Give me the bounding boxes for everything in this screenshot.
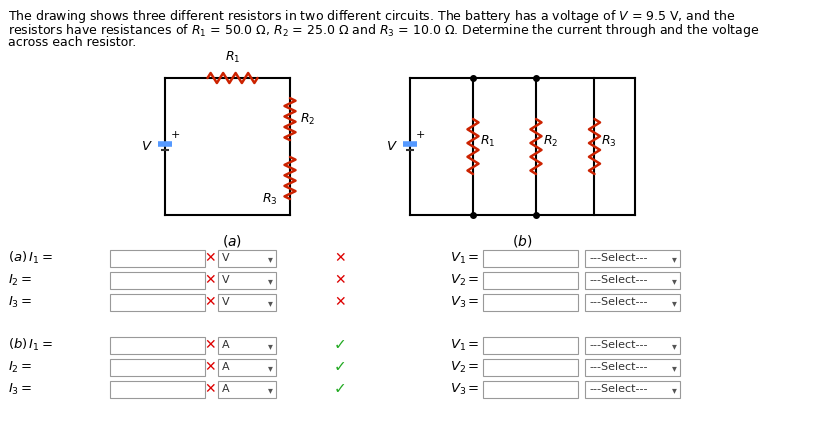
Text: ---Select---: ---Select---	[589, 340, 648, 350]
Bar	[585, 271, 680, 289]
Text: $(b)$: $(b)$	[512, 233, 532, 249]
Text: $I_3=$: $I_3=$	[8, 295, 32, 310]
Text: across each resistor.: across each resistor.	[8, 36, 137, 49]
Text: $V$: $V$	[141, 140, 153, 153]
Text: A: A	[222, 340, 230, 350]
Text: ✓: ✓	[333, 337, 346, 353]
Bar	[218, 381, 276, 397]
Text: $I_2=$: $I_2=$	[8, 273, 32, 288]
Text: ✕: ✕	[204, 251, 216, 265]
Text: $I_3=$: $I_3=$	[8, 381, 32, 397]
Text: +: +	[416, 130, 425, 140]
Bar	[110, 359, 205, 375]
Text: $R_2$: $R_2$	[543, 134, 558, 149]
Text: $R_3$: $R_3$	[262, 192, 277, 207]
Text: ▾: ▾	[267, 363, 272, 373]
Text: V: V	[222, 253, 230, 263]
Text: The drawing shows three different resistors in two different circuits. The batte: The drawing shows three different resist…	[8, 8, 735, 25]
Text: A: A	[222, 362, 230, 372]
Bar	[110, 271, 205, 289]
Bar	[110, 250, 205, 267]
Bar	[110, 293, 205, 311]
Bar	[110, 381, 205, 397]
Bar	[483, 359, 578, 375]
Text: ✕: ✕	[204, 295, 216, 309]
Text: ---Select---: ---Select---	[589, 275, 648, 285]
Text: $V_2=$: $V_2=$	[450, 273, 480, 288]
Bar	[483, 381, 578, 397]
Text: ▾: ▾	[672, 341, 677, 351]
Text: ✓: ✓	[333, 359, 346, 375]
Text: ▾: ▾	[267, 276, 272, 286]
Text: +: +	[171, 130, 180, 140]
Bar	[110, 337, 205, 353]
Text: $V_1=$: $V_1=$	[450, 251, 480, 266]
Text: $(a)$: $(a)$	[222, 233, 243, 249]
Text: $(b)\,I_1=$: $(b)\,I_1=$	[8, 337, 53, 353]
Text: ---Select---: ---Select---	[589, 362, 648, 372]
Text: $V$: $V$	[386, 140, 398, 153]
Text: ▾: ▾	[267, 341, 272, 351]
Text: V: V	[222, 297, 230, 307]
Bar	[483, 293, 578, 311]
Text: $R_3$: $R_3$	[602, 134, 617, 149]
Text: ---Select---: ---Select---	[589, 297, 648, 307]
Text: ✕: ✕	[334, 273, 346, 287]
Bar	[483, 250, 578, 267]
Bar	[218, 359, 276, 375]
Text: ▾: ▾	[672, 276, 677, 286]
Text: V: V	[222, 275, 230, 285]
Bar	[585, 250, 680, 267]
Text: ✕: ✕	[204, 382, 216, 396]
Text: $V_1=$: $V_1=$	[450, 337, 480, 353]
Text: ✕: ✕	[204, 360, 216, 374]
Text: A: A	[222, 384, 230, 394]
Text: ▾: ▾	[672, 254, 677, 264]
Text: $I_2=$: $I_2=$	[8, 359, 32, 375]
Text: ▾: ▾	[672, 363, 677, 373]
Text: resistors have resistances of $R_1$ = 50.0 Ω, $R_2$ = 25.0 Ω and $R_3$ = 10.0 Ω.: resistors have resistances of $R_1$ = 50…	[8, 22, 760, 39]
Bar	[585, 359, 680, 375]
Bar	[218, 271, 276, 289]
Bar	[483, 337, 578, 353]
Text: ▾: ▾	[672, 298, 677, 308]
Text: $V_3=$: $V_3=$	[450, 295, 480, 310]
Text: ▾: ▾	[267, 298, 272, 308]
Text: ✕: ✕	[204, 273, 216, 287]
Text: ---Select---: ---Select---	[589, 384, 648, 394]
Text: ✕: ✕	[204, 338, 216, 352]
Text: ▾: ▾	[672, 385, 677, 395]
Text: ✕: ✕	[334, 295, 346, 309]
Bar	[483, 271, 578, 289]
Text: $V_2=$: $V_2=$	[450, 359, 480, 375]
Text: ▾: ▾	[267, 254, 272, 264]
Text: ---Select---: ---Select---	[589, 253, 648, 263]
Bar	[218, 250, 276, 267]
Bar	[585, 337, 680, 353]
Bar	[585, 381, 680, 397]
Bar	[218, 293, 276, 311]
Text: $V_3=$: $V_3=$	[450, 381, 480, 397]
Text: ▾: ▾	[267, 385, 272, 395]
Text: $R_1$: $R_1$	[480, 134, 495, 149]
Text: ✓: ✓	[333, 381, 346, 397]
Text: $R_2$: $R_2$	[300, 111, 315, 127]
Bar	[218, 337, 276, 353]
Text: $R_1$: $R_1$	[225, 50, 240, 65]
Text: ✕: ✕	[334, 251, 346, 265]
Bar	[585, 293, 680, 311]
Text: $(a)\,I_1=$: $(a)\,I_1=$	[8, 250, 53, 266]
